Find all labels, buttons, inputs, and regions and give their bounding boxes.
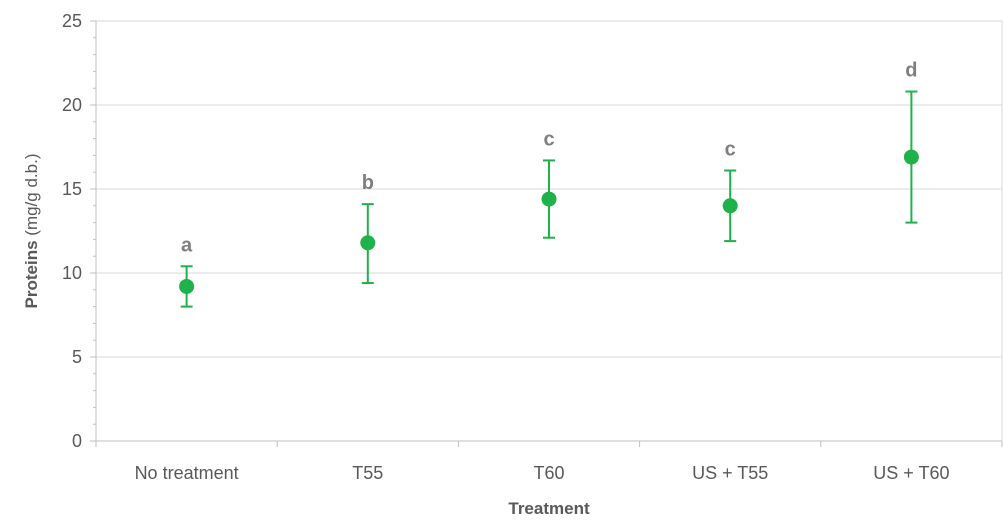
significance-label: c	[543, 128, 554, 150]
x-tick-labels: No treatment T55 T60 US + T55 US + T60	[135, 463, 950, 483]
y-tick-label: 15	[62, 179, 82, 199]
y-axis-title-unit: (mg/g d.b.)	[22, 154, 41, 241]
x-tick-label: No treatment	[135, 463, 239, 483]
y-tick-label: 5	[72, 347, 82, 367]
y-tick-label: 25	[62, 11, 82, 31]
y-tick-labels: 0 5 10 15 20 25	[62, 11, 82, 451]
y-tick-label: 0	[72, 431, 82, 451]
data-point	[903, 149, 919, 165]
x-tick-label: T60	[533, 463, 564, 483]
y-tick-label: 20	[62, 95, 82, 115]
axes	[90, 20, 1003, 447]
y-axis-title-bold: Proteins	[22, 240, 41, 308]
x-tick-label: US + T55	[692, 463, 768, 483]
y-axis-title: Proteins (mg/g d.b.)	[22, 154, 41, 309]
data-point	[360, 235, 376, 251]
data-point	[722, 198, 738, 214]
data-point	[541, 191, 557, 207]
x-tick-label: US + T60	[873, 463, 949, 483]
significance-label: b	[362, 172, 374, 194]
y-tick-label: 10	[62, 263, 82, 283]
x-axis-title: Treatment	[508, 499, 590, 518]
significance-label: a	[181, 234, 193, 256]
significance-label: d	[905, 60, 917, 82]
series: a b c c d	[179, 60, 919, 308]
data-point	[179, 278, 195, 294]
x-tick-label: T55	[352, 463, 383, 483]
significance-label: c	[725, 139, 736, 161]
